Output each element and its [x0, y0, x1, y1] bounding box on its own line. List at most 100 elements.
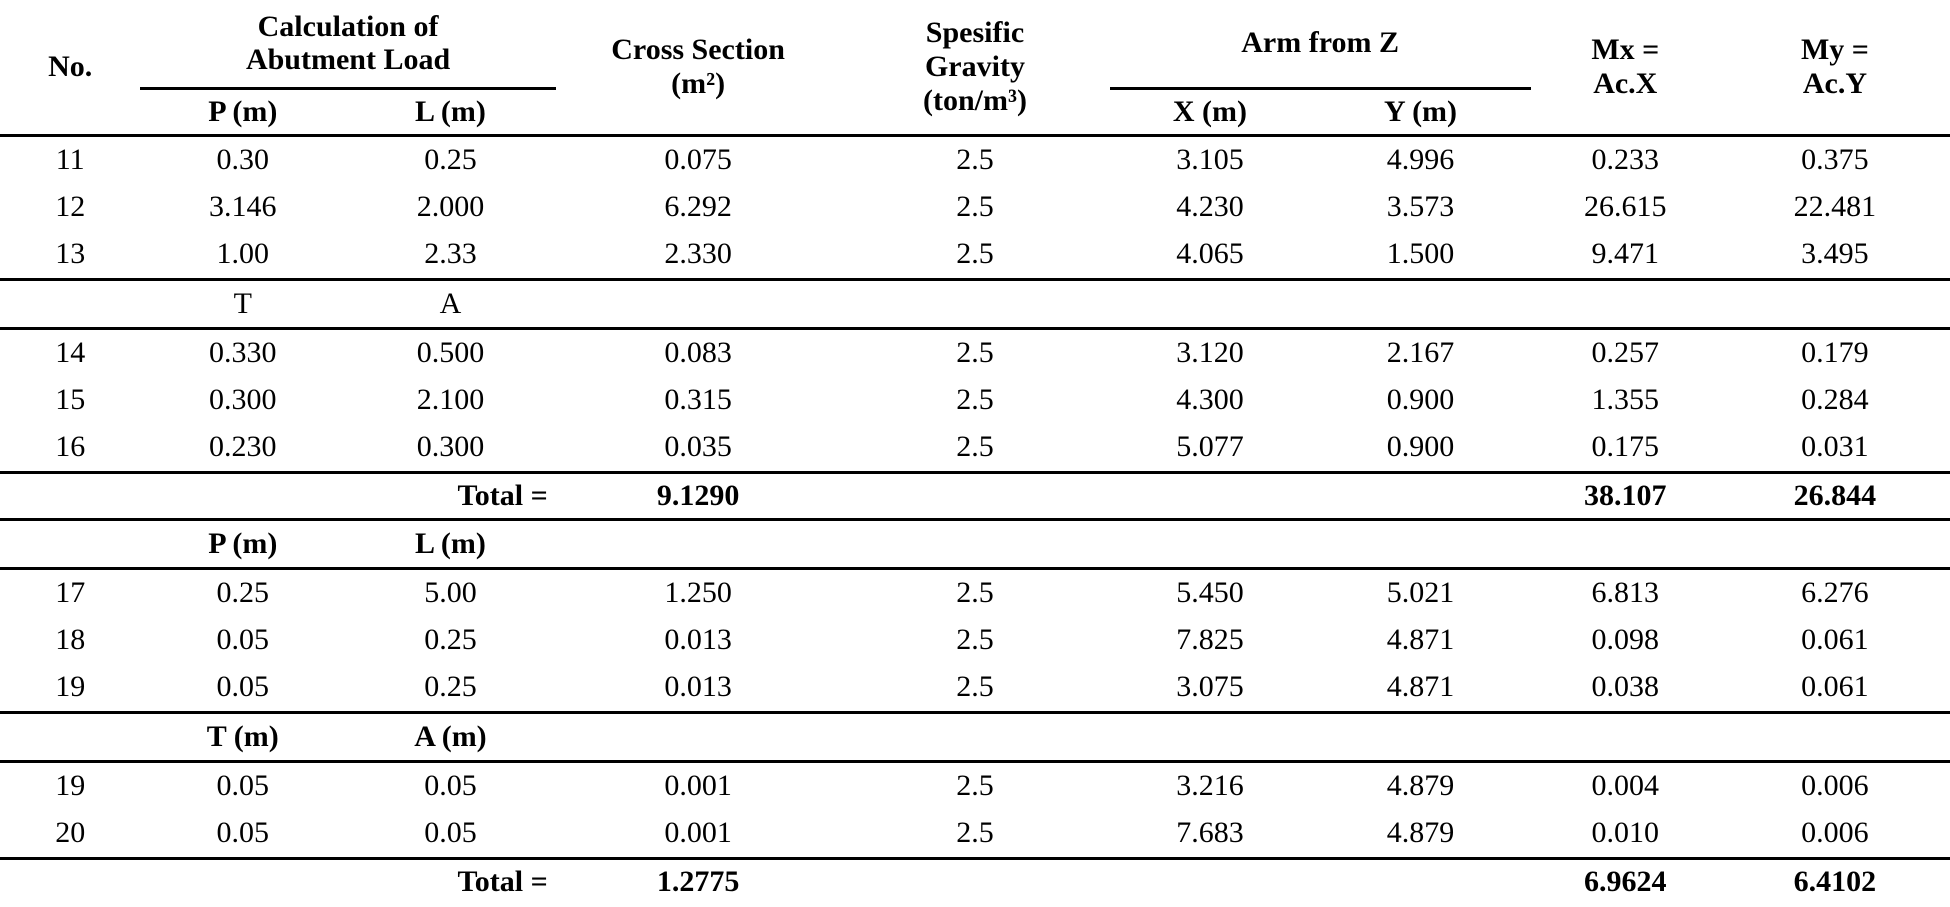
cell-no: 15	[55, 383, 86, 416]
table-row: 12 3.146 2.000 6.292 2.5 4.230 3.573 26.615 22.4…	[0, 184, 1950, 231]
cell-mx: 0.098	[1591, 623, 1660, 656]
cell-my: 0.006	[1801, 769, 1869, 802]
cell-cross: 1.250	[664, 576, 732, 609]
total-mx: 38.107	[1530, 472, 1720, 521]
cell-empty	[1719, 519, 1950, 570]
table-row: 11 0.30 0.25 0.075 2.5 3.105 4.996 0.233 0.375	[0, 135, 1950, 184]
cell-my: 0.179	[1801, 336, 1869, 369]
cell-empty	[1310, 858, 1530, 904]
cell-p: 0.05	[140, 809, 346, 860]
cell-mx: 6.813	[1591, 576, 1660, 609]
cell-empty	[140, 472, 346, 521]
cell-cross: 0.075	[664, 143, 732, 176]
cell-empty	[1110, 858, 1311, 904]
cell-no: 11	[55, 143, 85, 176]
subheader-l: L (m)	[345, 519, 556, 570]
cell-l: 2.100	[416, 383, 485, 416]
subheader-p: T (m)	[140, 712, 346, 763]
cell-empty	[840, 858, 1109, 904]
cell-y: 4.871	[1386, 623, 1455, 656]
cell-empty	[1719, 279, 1950, 330]
cell-my: 0.061	[1719, 663, 1950, 714]
col-group-calculation-of-abutment-load: Calculation of Abutment Load	[140, 0, 556, 90]
cell-empty	[140, 858, 345, 904]
cell-empty	[1310, 712, 1531, 763]
cell-my: 0.006	[1719, 809, 1950, 860]
table-body: 11 0.30 0.25 0.075 2.5 3.105 4.996 0.233 0.375 12…	[0, 135, 1950, 904]
cell-l: 0.25	[424, 143, 477, 176]
cell-y: 5.021	[1386, 576, 1455, 609]
cell-empty	[1310, 472, 1531, 521]
cell-empty	[1530, 279, 1720, 330]
cell-cross: 2.330	[555, 230, 841, 281]
subheader-l: A (m)	[345, 712, 556, 763]
cell-empty	[840, 712, 1110, 763]
cell-empty	[1310, 279, 1531, 330]
cell-empty	[0, 472, 141, 521]
table-row: 19 0.05 0.25 0.013 2.5 3.075 4.871 0.038 0.061	[0, 663, 1950, 714]
total-cross-section: 9.1290	[555, 472, 841, 521]
cell-my: 0.284	[1801, 383, 1869, 416]
total-mx: 6.9624	[1584, 864, 1667, 898]
col-header-cross-section: Cross Section (m²)	[555, 0, 841, 137]
table-row: 13 1.00 2.33 2.330 2.5 4.065 1.500 9.471 3.495	[0, 230, 1950, 281]
cell-gravity: 2.5	[840, 230, 1110, 281]
cell-l: 0.300	[345, 423, 556, 474]
cell-l: 0.500	[416, 336, 485, 369]
cell-empty	[0, 519, 141, 570]
total-cross-section: 1.2775	[656, 864, 740, 898]
table-row: 16 0.230 0.300 0.035 2.5 5.077 0.900 0.175 0.031	[0, 423, 1950, 474]
cell-empty	[0, 279, 141, 330]
cell-x: 3.105	[1176, 143, 1244, 176]
cell-mx: 1.355	[1591, 383, 1660, 416]
cell-gravity: 2.5	[956, 383, 994, 416]
subheader-l: A	[345, 279, 556, 330]
header-row-subcolumns: P (m) L (m) X (m) Y (m)	[0, 88, 1950, 137]
cell-cross: 0.001	[664, 769, 732, 802]
col-group-arm-from-z: Arm from Z	[1109, 0, 1531, 90]
cell-y: 4.996	[1386, 143, 1455, 176]
cell-empty	[1109, 279, 1311, 330]
cell-gravity: 2.5	[956, 336, 994, 369]
cell-empty	[840, 279, 1110, 330]
cell-p: 0.30	[216, 143, 270, 176]
subheader-p: P (m)	[140, 519, 346, 570]
total-my: 26.844	[1719, 472, 1950, 521]
col-header-specific-gravity: Spesific Gravity (ton/m³)	[840, 0, 1110, 137]
cell-y: 3.573	[1386, 190, 1455, 223]
cell-my: 0.061	[1801, 623, 1869, 656]
cell-mx: 0.010	[1530, 809, 1720, 860]
cell-cross: 0.315	[664, 383, 732, 416]
total-row: Total = 1.2775 6.9624 6.4102	[0, 858, 1950, 904]
cell-mx: 0.004	[1591, 769, 1660, 802]
cell-empty	[0, 858, 140, 904]
cell-p: 0.25	[216, 576, 270, 609]
cell-x: 3.216	[1176, 769, 1244, 802]
cell-l: 2.000	[416, 190, 485, 223]
cell-p: 0.230	[140, 423, 346, 474]
cell-x: 3.075	[1109, 663, 1311, 714]
cell-p: 0.05	[216, 769, 270, 802]
cell-empty	[1310, 519, 1531, 570]
cell-y: 4.879	[1386, 769, 1455, 802]
cell-no: 12	[55, 190, 86, 223]
col-header-p: P (m)	[140, 88, 346, 137]
cell-p: 0.05	[216, 623, 270, 656]
cell-empty	[1109, 472, 1311, 521]
cell-x: 4.300	[1176, 383, 1244, 416]
col-header-no: No.	[0, 0, 141, 137]
cell-empty	[1719, 712, 1950, 763]
cell-no: 16	[0, 423, 141, 474]
cell-y: 0.900	[1310, 423, 1531, 474]
cell-gravity: 2.5	[956, 190, 994, 223]
total-my: 6.4102	[1793, 864, 1877, 898]
cell-gravity: 2.5	[840, 809, 1110, 860]
cell-cross: 0.001	[555, 809, 841, 860]
cell-mx: 0.175	[1530, 423, 1720, 474]
table-row: 15 0.300 2.100 0.315 2.5 4.300 0.900 1.355 0.284	[0, 377, 1950, 424]
cell-x: 4.065	[1109, 230, 1311, 281]
cell-p: 0.300	[209, 383, 277, 416]
cell-gravity: 2.5	[840, 663, 1110, 714]
